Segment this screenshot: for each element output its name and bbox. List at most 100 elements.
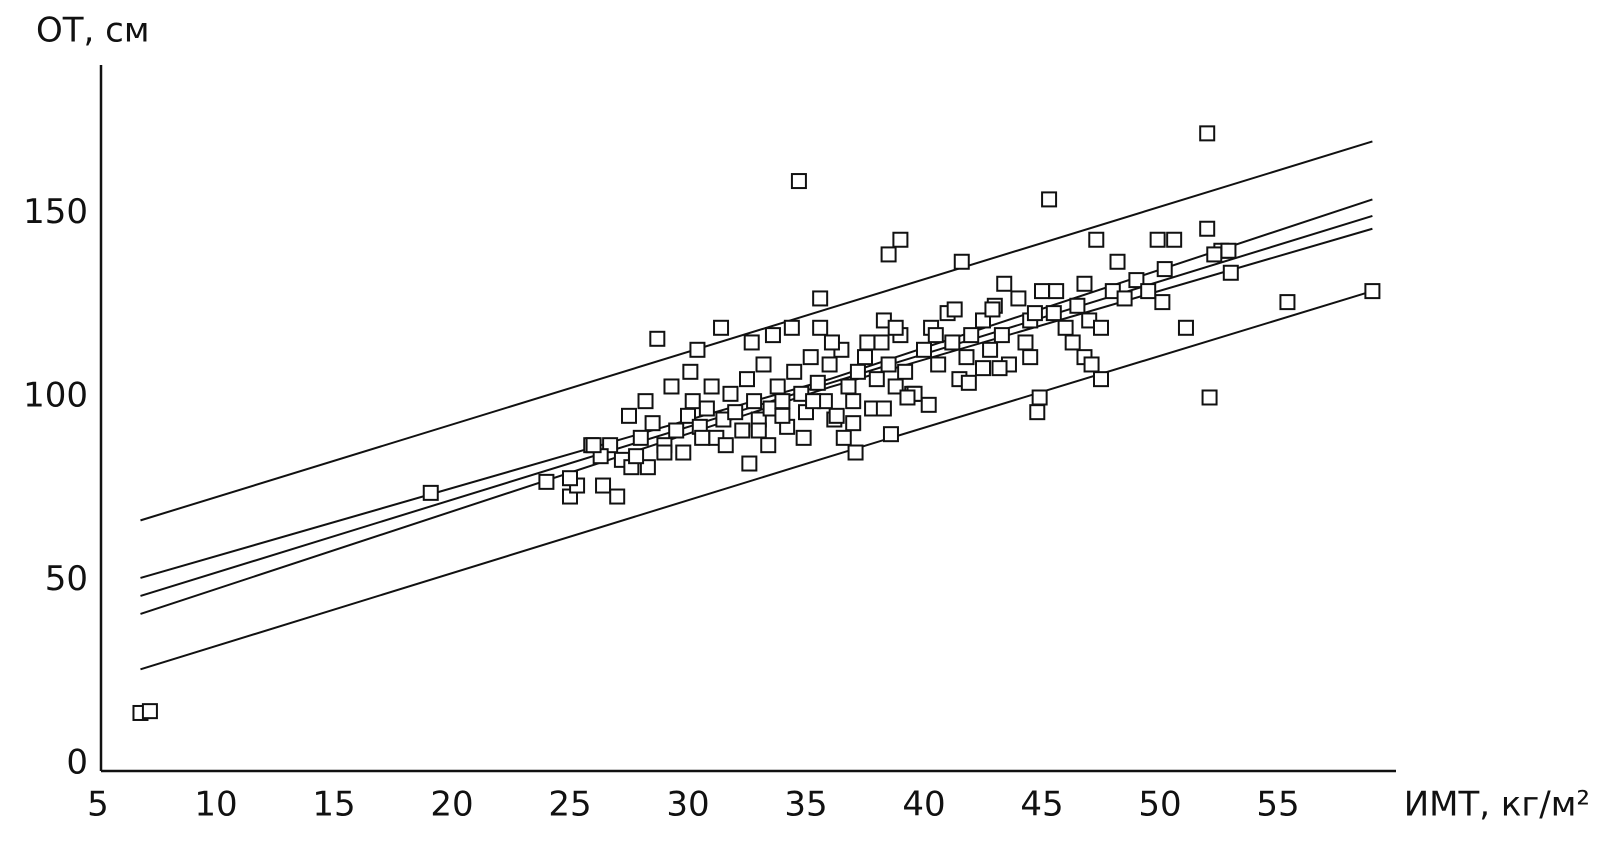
data-point bbox=[823, 334, 840, 351]
y-tick-label: 50 bbox=[45, 559, 88, 599]
data-point bbox=[727, 404, 744, 421]
data-point bbox=[722, 385, 739, 402]
data-point bbox=[1109, 253, 1126, 270]
data-point bbox=[1093, 371, 1109, 388]
data-point bbox=[849, 363, 866, 380]
data-point bbox=[845, 415, 862, 432]
data-point bbox=[585, 437, 602, 454]
x-tick-label: 45 bbox=[1020, 785, 1063, 825]
data-point bbox=[982, 341, 999, 358]
data-point bbox=[1017, 334, 1034, 351]
data-point bbox=[628, 448, 645, 465]
data-point bbox=[141, 703, 158, 720]
data-point bbox=[1140, 283, 1157, 300]
data-point bbox=[875, 400, 892, 417]
data-point bbox=[694, 429, 711, 446]
data-point bbox=[1057, 319, 1074, 336]
data-point bbox=[946, 301, 963, 318]
data-point bbox=[960, 374, 977, 391]
data-point bbox=[689, 341, 706, 358]
data-point bbox=[880, 356, 897, 373]
fit-line bbox=[140, 140, 1373, 522]
data-point bbox=[639, 459, 656, 476]
data-point bbox=[991, 360, 1008, 377]
data-point bbox=[1166, 231, 1183, 248]
data-point bbox=[1088, 231, 1105, 248]
data-point bbox=[1177, 319, 1194, 336]
data-point bbox=[857, 349, 873, 366]
data-point bbox=[609, 488, 626, 505]
data-point bbox=[663, 378, 680, 395]
data-point bbox=[774, 393, 791, 410]
data-point bbox=[963, 327, 980, 344]
data-point bbox=[1076, 275, 1093, 292]
data-point bbox=[1034, 283, 1050, 300]
data-point bbox=[649, 330, 666, 347]
data-point bbox=[1069, 297, 1086, 314]
data-point bbox=[892, 231, 909, 248]
x-tick-label: 10 bbox=[194, 785, 237, 825]
data-point bbox=[809, 374, 826, 391]
data-point bbox=[1206, 246, 1223, 263]
data-point bbox=[774, 407, 791, 424]
data-point bbox=[422, 484, 439, 501]
data-point bbox=[996, 275, 1013, 292]
data-point bbox=[1022, 349, 1039, 366]
data-point bbox=[880, 246, 897, 263]
x-tick-label: 20 bbox=[430, 785, 473, 825]
y-tick-label: 150 bbox=[23, 192, 88, 232]
data-point bbox=[897, 363, 914, 380]
data-point bbox=[993, 327, 1010, 344]
fit-line bbox=[140, 198, 1373, 579]
data-point bbox=[734, 422, 751, 439]
data-point bbox=[786, 363, 803, 380]
data-point bbox=[812, 290, 829, 307]
data-point bbox=[743, 334, 760, 351]
fit-line bbox=[140, 290, 1373, 671]
x-tick-label: 15 bbox=[312, 785, 355, 825]
data-point bbox=[717, 437, 734, 454]
data-point bbox=[1222, 264, 1239, 281]
data-point bbox=[1116, 290, 1133, 307]
data-point bbox=[916, 341, 932, 358]
data-point bbox=[739, 371, 755, 388]
data-point bbox=[1026, 305, 1043, 322]
data-point bbox=[632, 429, 649, 446]
data-point bbox=[769, 378, 786, 395]
data-point bbox=[1010, 290, 1027, 307]
data-point bbox=[783, 319, 800, 336]
x-tick-label: 50 bbox=[1138, 785, 1181, 825]
data-point bbox=[538, 473, 555, 490]
data-point bbox=[1364, 283, 1381, 300]
data-point bbox=[1031, 389, 1048, 406]
data-point bbox=[920, 396, 937, 413]
data-point bbox=[1083, 356, 1100, 373]
data-point bbox=[927, 327, 944, 344]
data-point bbox=[1093, 319, 1109, 336]
data-point bbox=[805, 393, 822, 410]
data-point bbox=[930, 356, 947, 373]
data-point bbox=[1045, 305, 1062, 322]
data-point bbox=[835, 429, 852, 446]
data-point bbox=[859, 334, 876, 351]
data-point bbox=[656, 444, 673, 461]
data-point bbox=[1199, 125, 1216, 142]
fit-line bbox=[140, 214, 1373, 597]
data-point bbox=[1029, 404, 1046, 421]
data-point bbox=[703, 378, 720, 395]
data-point bbox=[802, 349, 819, 366]
x-tick-label: 30 bbox=[666, 785, 709, 825]
data-point bbox=[764, 327, 781, 344]
x-axis-label: ИМТ, кг/м² bbox=[1404, 785, 1590, 825]
data-point bbox=[562, 470, 578, 487]
y-axis-label: ОТ, см bbox=[36, 11, 150, 51]
data-point bbox=[828, 407, 845, 424]
data-point bbox=[944, 334, 961, 351]
y-tick-label: 0 bbox=[66, 743, 88, 783]
x-tick-label: 25 bbox=[548, 785, 591, 825]
data-point bbox=[1156, 261, 1173, 278]
data-point bbox=[887, 319, 904, 336]
data-point bbox=[713, 319, 730, 336]
